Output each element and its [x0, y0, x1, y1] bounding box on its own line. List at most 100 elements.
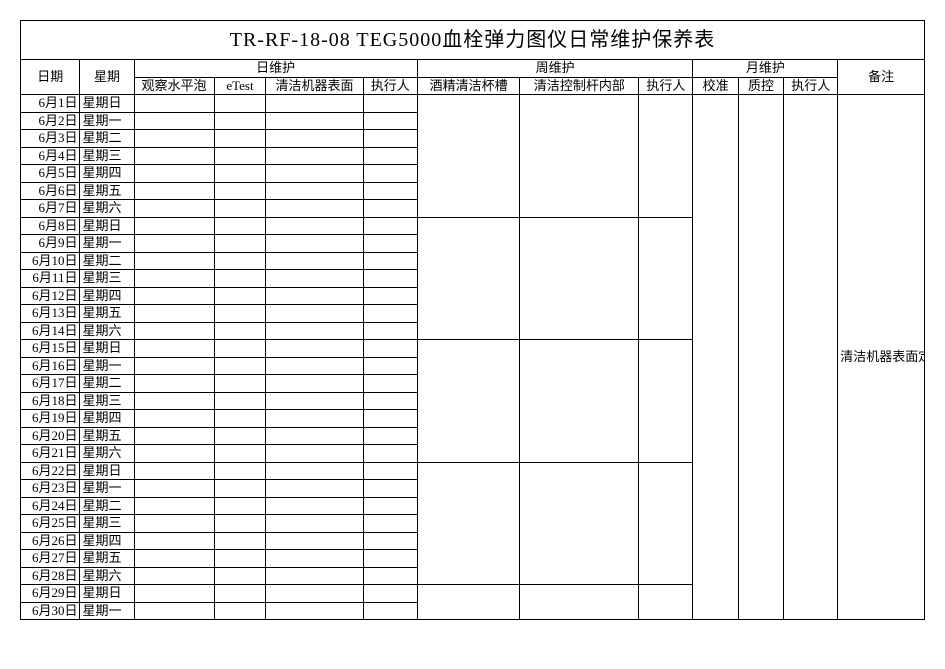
- daily-cell: [134, 165, 214, 183]
- daily-cell: [214, 602, 266, 620]
- date-cell: 6月4日: [21, 147, 80, 165]
- date-cell: 6月21日: [21, 445, 80, 463]
- week-cell: 星期六: [80, 322, 134, 340]
- daily-cell: [266, 147, 363, 165]
- daily-cell: [363, 462, 417, 480]
- daily-cell: [134, 217, 214, 235]
- weekly-cell: [520, 462, 639, 585]
- daily-cell: [363, 602, 417, 620]
- week-cell: 星期四: [80, 165, 134, 183]
- monthly-cell: [738, 95, 783, 620]
- daily-cell: [214, 287, 266, 305]
- daily-cell: [134, 445, 214, 463]
- weekly-cell: [639, 95, 693, 218]
- daily-cell: [266, 235, 363, 253]
- daily-cell: [266, 480, 363, 498]
- weekly-cell: [520, 217, 639, 340]
- daily-cell: [134, 95, 214, 113]
- daily-cell: [214, 585, 266, 603]
- daily-cell: [214, 165, 266, 183]
- daily-cell: [363, 410, 417, 428]
- daily-cell: [363, 427, 417, 445]
- daily-cell: [134, 112, 214, 130]
- daily-cell: [266, 410, 363, 428]
- hdr-c10: 执行人: [784, 77, 838, 95]
- date-cell: 6月6日: [21, 182, 80, 200]
- weekly-cell: [520, 340, 639, 463]
- date-cell: 6月11日: [21, 270, 80, 288]
- daily-cell: [266, 217, 363, 235]
- daily-cell: [266, 322, 363, 340]
- week-cell: 星期六: [80, 445, 134, 463]
- daily-cell: [266, 567, 363, 585]
- daily-cell: [134, 147, 214, 165]
- daily-cell: [363, 235, 417, 253]
- daily-cell: [214, 567, 266, 585]
- date-cell: 6月16日: [21, 357, 80, 375]
- daily-cell: [266, 375, 363, 393]
- daily-cell: [363, 392, 417, 410]
- daily-cell: [134, 287, 214, 305]
- daily-cell: [363, 340, 417, 358]
- weekly-cell: [417, 217, 520, 340]
- daily-cell: [134, 252, 214, 270]
- daily-cell: [363, 497, 417, 515]
- daily-cell: [266, 550, 363, 568]
- daily-cell: [134, 340, 214, 358]
- daily-cell: [363, 550, 417, 568]
- hdr-c7: 执行人: [639, 77, 693, 95]
- date-cell: 6月25日: [21, 515, 80, 533]
- hdr-c6: 清洁控制杆内部: [520, 77, 639, 95]
- daily-cell: [134, 567, 214, 585]
- date-cell: 6月29日: [21, 585, 80, 603]
- weekly-cell: [639, 340, 693, 463]
- date-cell: 6月17日: [21, 375, 80, 393]
- week-cell: 星期三: [80, 270, 134, 288]
- daily-cell: [214, 532, 266, 550]
- date-cell: 6月10日: [21, 252, 80, 270]
- daily-cell: [266, 165, 363, 183]
- daily-cell: [134, 462, 214, 480]
- daily-cell: [134, 182, 214, 200]
- daily-cell: [363, 287, 417, 305]
- weekly-cell: [639, 585, 693, 620]
- daily-cell: [134, 392, 214, 410]
- daily-cell: [134, 270, 214, 288]
- date-cell: 6月5日: [21, 165, 80, 183]
- weekly-cell: [417, 340, 520, 463]
- daily-cell: [214, 182, 266, 200]
- daily-cell: [266, 270, 363, 288]
- hdr-daily: 日维护: [134, 60, 417, 78]
- hdr-weekly: 周维护: [417, 60, 693, 78]
- weekly-cell: [417, 462, 520, 585]
- week-cell: 星期一: [80, 235, 134, 253]
- date-cell: 6月2日: [21, 112, 80, 130]
- hdr-c4: 执行人: [363, 77, 417, 95]
- date-cell: 6月28日: [21, 567, 80, 585]
- daily-cell: [266, 462, 363, 480]
- daily-cell: [134, 602, 214, 620]
- daily-cell: [134, 410, 214, 428]
- date-cell: 6月20日: [21, 427, 80, 445]
- daily-cell: [266, 200, 363, 218]
- daily-cell: [266, 427, 363, 445]
- daily-cell: [134, 305, 214, 323]
- week-cell: 星期三: [80, 147, 134, 165]
- daily-cell: [266, 287, 363, 305]
- daily-cell: [214, 217, 266, 235]
- daily-cell: [266, 340, 363, 358]
- daily-cell: [363, 567, 417, 585]
- daily-cell: [266, 357, 363, 375]
- week-cell: 星期五: [80, 427, 134, 445]
- date-cell: 6月9日: [21, 235, 80, 253]
- daily-cell: [363, 165, 417, 183]
- date-cell: 6月1日: [21, 95, 80, 113]
- daily-cell: [266, 497, 363, 515]
- daily-cell: [214, 147, 266, 165]
- daily-cell: [363, 147, 417, 165]
- daily-cell: [214, 95, 266, 113]
- daily-cell: [214, 427, 266, 445]
- weekly-cell: [417, 95, 520, 218]
- weekly-cell: [639, 462, 693, 585]
- daily-cell: [363, 515, 417, 533]
